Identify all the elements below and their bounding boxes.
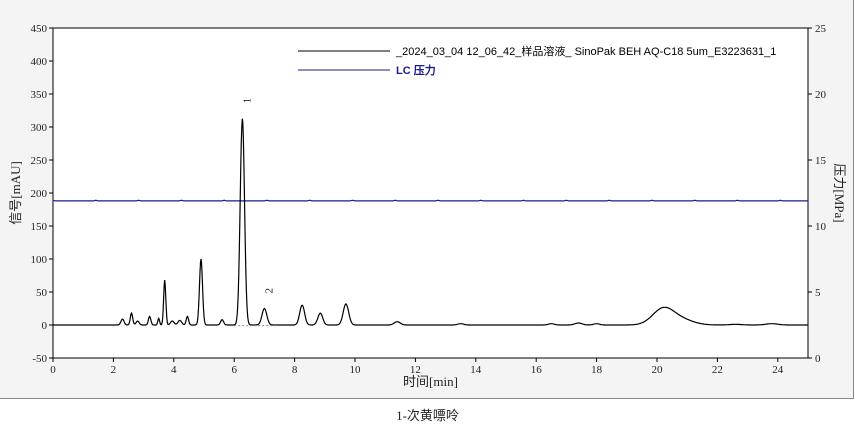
y2-tick-label: 10: [815, 221, 827, 233]
y-tick-label: 400: [31, 56, 48, 68]
y2-axis-label: 压力[MPa]: [832, 163, 847, 222]
x-tick-label: 22: [712, 364, 723, 376]
y-tick-label: 300: [31, 122, 48, 134]
y2-tick-label: 0: [815, 353, 821, 365]
y2-tick-label: 25: [815, 23, 827, 35]
pressure-line: [52, 199, 808, 202]
x-tick-label: 12: [410, 364, 421, 376]
legend-label-pressure: LC 压力: [396, 63, 436, 77]
y-tick-label: 50: [36, 287, 48, 299]
x-tick-label: 0: [50, 364, 56, 376]
y-tick-label: 100: [31, 254, 48, 266]
y-tick-label: 450: [31, 23, 48, 35]
x-tick-label: 4: [171, 364, 177, 376]
chromatogram-chart: 0 2 4 6 8 10 12 14 16 18 20 22 24-500501001502002503…: [8, 23, 847, 389]
y2-tick-label: 5: [815, 287, 821, 299]
signal-line: [53, 118, 808, 326]
x-tick-label: 10: [350, 364, 362, 376]
y-tick-label: 200: [31, 188, 48, 200]
x-tick-label: 18: [591, 364, 603, 376]
x-tick-label: 6: [231, 364, 237, 376]
x-tick-label: 24: [772, 364, 784, 376]
x-axis-label: 时间[min]: [403, 374, 458, 389]
y-tick-label: 0: [42, 320, 48, 332]
peak-label: 2: [263, 288, 275, 294]
y-axis-label: 信号[mAU]: [8, 161, 23, 225]
y-tick-label: 150: [31, 221, 48, 233]
y-tick-label: -50: [32, 353, 47, 365]
x-tick-label: 20: [652, 364, 664, 376]
x-tick-label: 16: [531, 364, 543, 376]
x-tick-label: 14: [470, 364, 482, 376]
x-tick-label: 8: [292, 364, 298, 376]
y2-tick-label: 20: [815, 89, 827, 101]
figure-caption: 1-次黄嘌呤: [396, 408, 459, 423]
x-tick-label: 2: [111, 364, 117, 376]
y2-tick-label: 15: [815, 155, 827, 167]
plot-area: [52, 27, 809, 359]
y-tick-label: 250: [31, 155, 48, 167]
peak-label: 1: [241, 98, 253, 104]
y-tick-label: 350: [31, 89, 48, 101]
legend-label-signal: _2024_03_04 12_06_42_样品溶液_ SinoPak BEH A…: [395, 44, 776, 58]
